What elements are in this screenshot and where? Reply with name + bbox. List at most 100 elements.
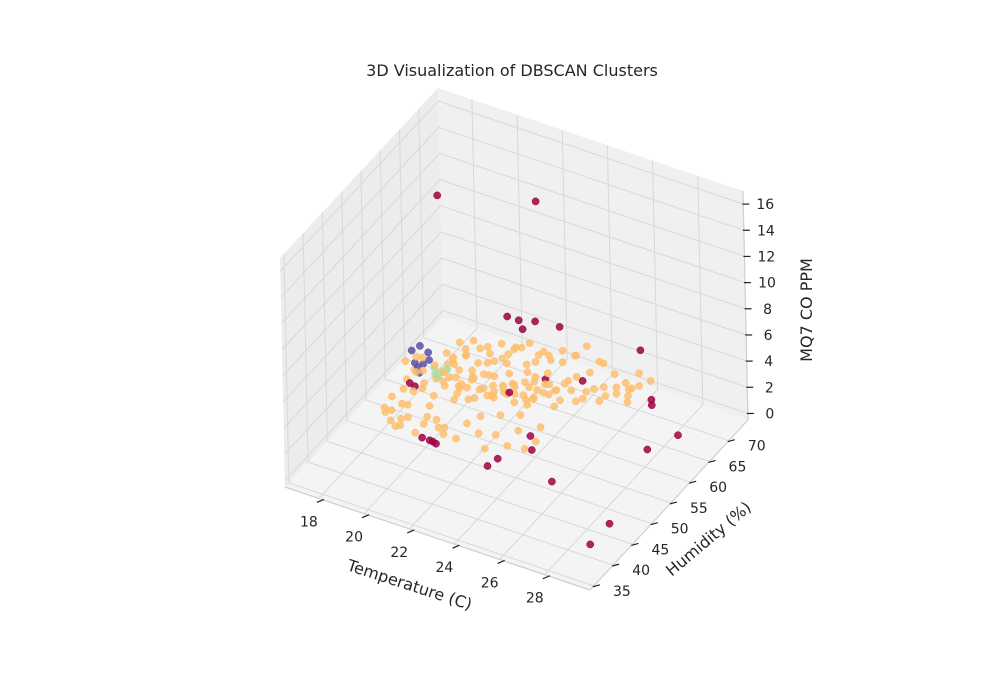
data-point [520, 445, 529, 453]
axis-lines [284, 190, 749, 591]
data-point [387, 406, 396, 414]
data-point [411, 428, 420, 437]
data-point [432, 415, 441, 424]
data-point [505, 388, 514, 397]
data-point [548, 477, 556, 486]
data-point [536, 423, 545, 431]
y-tick [689, 480, 697, 484]
data-point [476, 344, 484, 353]
z-grid-line [279, 100, 744, 272]
data-point [454, 382, 463, 390]
data-point [474, 359, 482, 367]
data-point [504, 350, 513, 358]
data-point [468, 366, 476, 375]
data-point [486, 349, 494, 358]
data-point [578, 394, 587, 403]
z-tick-label: 6 [764, 328, 773, 344]
y-grid-line [321, 212, 633, 545]
data-point [489, 388, 498, 396]
x-tick [407, 529, 415, 534]
data-point [455, 338, 464, 347]
back-pane [438, 88, 748, 420]
x-tick-label: 20 [345, 530, 363, 546]
y-tick [611, 563, 620, 567]
data-point [589, 385, 598, 393]
data-point [483, 391, 492, 400]
data-point [558, 358, 567, 366]
data-point [531, 197, 540, 206]
x-tick-label: 18 [300, 514, 318, 530]
data-point [490, 372, 499, 381]
data-point [433, 191, 442, 200]
data-point [550, 386, 559, 395]
y-grid-line [379, 150, 691, 483]
z-tick-label: 8 [763, 302, 772, 318]
data-point [450, 395, 458, 404]
data-point [539, 347, 548, 356]
data-point [610, 370, 619, 379]
x-tick-label: 22 [390, 545, 408, 561]
data-point [483, 359, 492, 367]
y-tick [708, 459, 716, 464]
z-axis-label: MQ7 CO PPM [797, 258, 816, 362]
z-tick-label: 16 [756, 197, 774, 213]
data-point [586, 540, 595, 549]
data-point [409, 387, 418, 396]
data-point [647, 401, 656, 410]
data-point [442, 349, 451, 357]
y-tick-label: 65 [729, 459, 747, 475]
data-point [404, 413, 412, 421]
data-point [455, 366, 464, 374]
y-tick [592, 584, 601, 588]
data-point [643, 445, 652, 454]
z-tick-label: 14 [757, 223, 775, 239]
axis-panes [280, 88, 748, 590]
data-point [440, 368, 448, 376]
data-point [419, 366, 427, 375]
x-grid-line [408, 129, 568, 530]
x-tick-label: 26 [481, 575, 499, 591]
data-point [474, 429, 483, 438]
data-point [523, 401, 532, 409]
chart-title: 3D Visualization of DBSCAN Clusters [366, 61, 658, 80]
data-point [396, 421, 405, 430]
data-point [572, 372, 581, 381]
data-point [612, 389, 621, 398]
data-point [419, 420, 428, 428]
y-grid-line [283, 253, 595, 587]
data-point [543, 369, 552, 378]
data-point [674, 431, 682, 440]
data-point [599, 383, 608, 391]
data-point [480, 444, 489, 453]
data-point [525, 339, 534, 347]
data-point [425, 436, 434, 445]
data-point [550, 402, 559, 411]
data-point [572, 351, 580, 360]
y-tick-label: 55 [690, 501, 708, 517]
data-point [498, 354, 507, 363]
data-point [503, 359, 511, 368]
data-point [470, 394, 479, 402]
grid-lines [279, 99, 749, 587]
x-tick [316, 498, 325, 503]
data-point [555, 323, 564, 331]
data-point [420, 379, 428, 387]
data-point [463, 383, 471, 392]
z-grid-line [280, 126, 745, 298]
y-grid-line [360, 170, 672, 504]
data-point [430, 361, 439, 369]
data-point [463, 419, 471, 428]
y-grid-line [418, 108, 729, 442]
data-point [586, 368, 594, 377]
data-point [469, 374, 478, 383]
z-grid-line [282, 231, 747, 403]
x-tick [542, 575, 551, 580]
data-point [578, 377, 587, 385]
data-point [564, 376, 573, 385]
y-tick [669, 501, 678, 505]
data-point [399, 384, 408, 393]
data-point [531, 437, 540, 446]
data-point [503, 442, 512, 450]
data-point [496, 411, 505, 419]
